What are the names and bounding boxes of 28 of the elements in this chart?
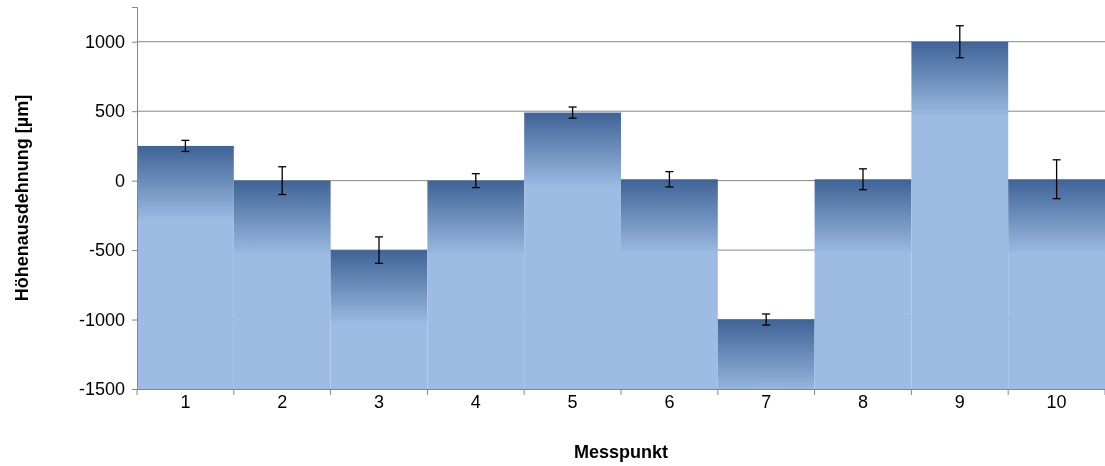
- x-tick-label: 7: [761, 392, 772, 413]
- x-tick-label: 6: [664, 392, 675, 413]
- x-tick-label: 2: [277, 392, 288, 413]
- bar: [427, 180, 525, 389]
- x-tick-label: 5: [567, 392, 578, 413]
- x-axis-title: Messpunkt: [573, 442, 669, 462]
- bar: [717, 319, 815, 389]
- x-tick-label: 8: [857, 392, 869, 413]
- y-axis-title: Höhenausdehnung [µm]: [12, 94, 32, 302]
- bar: [233, 180, 331, 389]
- bar: [621, 179, 718, 389]
- y-tick-label: -500: [88, 240, 125, 261]
- x-tick-label: 3: [373, 392, 385, 413]
- x-tick-label: 9: [954, 392, 965, 413]
- y-tick-label: 1000: [84, 31, 125, 52]
- y-tick-label: 500: [94, 101, 125, 122]
- bar: [524, 112, 621, 389]
- x-tick-label: 10: [1046, 392, 1067, 413]
- bar: [1008, 179, 1105, 389]
- bar: [330, 250, 428, 389]
- x-tick-label: 4: [470, 392, 481, 413]
- x-tick-label: 1: [180, 392, 191, 413]
- y-tick-label: -1000: [78, 309, 125, 330]
- y-tick-label: 0: [114, 170, 125, 191]
- bar: [911, 41, 1009, 389]
- bar: [814, 179, 912, 389]
- bar: [137, 145, 234, 389]
- y-tick-label: -1500: [78, 379, 125, 400]
